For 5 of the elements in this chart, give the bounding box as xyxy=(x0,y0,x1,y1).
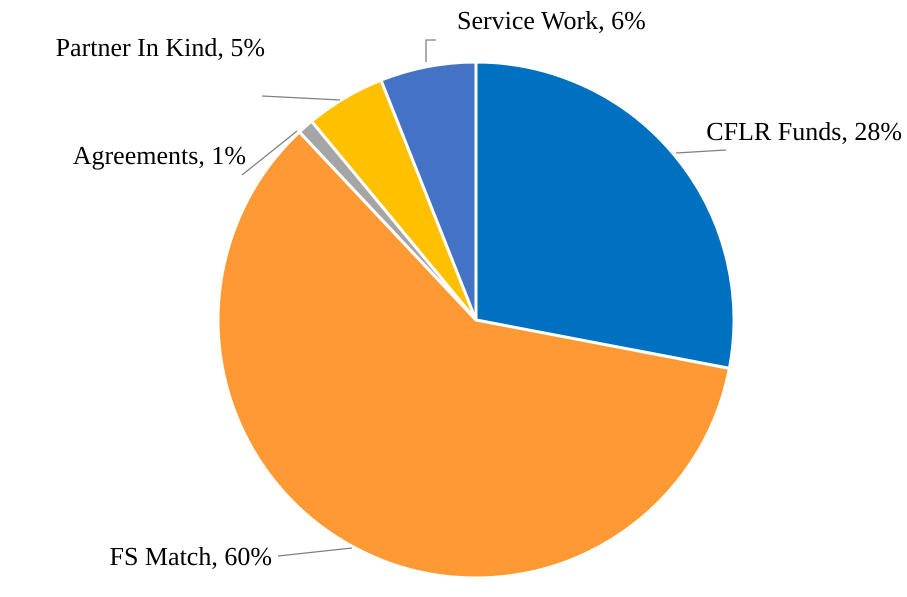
slice-label: Service Work, 6% xyxy=(457,6,646,35)
slice-label: CFLR Funds, 28% xyxy=(706,117,902,146)
slice-label: Agreements, 1% xyxy=(72,141,246,170)
slice-label: FS Match, 60% xyxy=(110,542,272,571)
slice-label: Partner In Kind, 5% xyxy=(56,33,265,62)
